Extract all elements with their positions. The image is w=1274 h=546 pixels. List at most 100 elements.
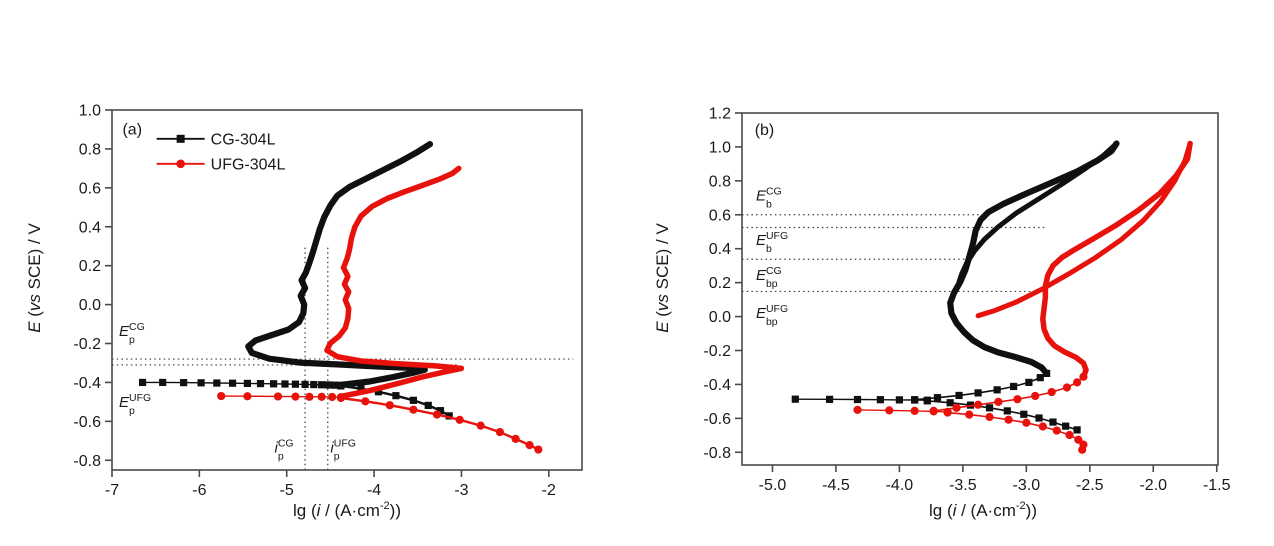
circle-marker — [1047, 387, 1056, 397]
circle-marker — [1065, 430, 1074, 440]
square-marker — [923, 397, 931, 405]
y-tick-label: 1.2 — [709, 106, 731, 123]
circle-marker — [952, 403, 961, 412]
x-tick-label: -6 — [192, 482, 206, 499]
circle-marker — [1073, 378, 1082, 387]
circle-marker — [943, 408, 952, 417]
square-marker — [291, 380, 300, 388]
x-tick-label: -7 — [105, 482, 119, 499]
y-tick-label: 0.2 — [709, 275, 731, 292]
square-marker — [1010, 382, 1018, 391]
series-line-cg-304l-near-ecorr-row — [794, 398, 928, 401]
x-tick-label: -4.5 — [822, 477, 850, 494]
y-tick-label: 1.0 — [709, 139, 731, 156]
x-tick-label: -1.5 — [1203, 477, 1231, 494]
circle-marker — [361, 397, 370, 406]
y-tick-label: -0.4 — [703, 377, 731, 394]
series-line-ufg-304l-anodic-rise — [932, 375, 1085, 412]
square-marker — [180, 379, 188, 387]
square-marker — [853, 395, 862, 404]
circle-marker — [1013, 395, 1022, 404]
square-marker — [213, 379, 221, 387]
panel-tag-b: (b) — [755, 122, 775, 139]
square-marker — [955, 391, 963, 400]
circle-marker — [273, 392, 283, 401]
y-tick-label: -0.2 — [703, 343, 731, 360]
y-tick-label: -0.2 — [73, 336, 101, 353]
square-marker — [1036, 374, 1044, 382]
x-tick-label: -3.5 — [949, 477, 977, 494]
x-tick-label: -2.5 — [1076, 477, 1104, 494]
square-marker — [243, 379, 252, 388]
circle-marker — [994, 397, 1003, 406]
y-tick-label: -0.4 — [73, 375, 101, 392]
square-marker — [1049, 418, 1057, 426]
square-marker — [993, 386, 1001, 394]
plot-frame-a — [111, 109, 583, 471]
y-tick-label: 0.2 — [79, 258, 101, 275]
square-marker — [985, 404, 994, 412]
square-marker — [138, 378, 147, 387]
square-marker — [911, 396, 919, 404]
y-tick-label: 0.4 — [709, 241, 731, 258]
y-tick-label: 0.8 — [79, 141, 101, 158]
x-tick-label: -2.0 — [1139, 477, 1167, 494]
square-marker — [1020, 410, 1028, 418]
circle-marker — [973, 400, 983, 409]
annotation-a-i-p-UFG: iUFG p — [330, 438, 356, 463]
circle-marker — [511, 434, 520, 443]
square-marker — [392, 392, 400, 400]
annotation-b-E-bp-CG: ECG bp — [756, 265, 782, 290]
square-marker — [1003, 407, 1011, 415]
y-tick-label: 0.8 — [709, 173, 731, 190]
x-tick-label: -4.0 — [886, 477, 914, 494]
y-tick-label: 0.6 — [709, 207, 731, 224]
square-marker — [409, 396, 417, 404]
circle-marker — [305, 392, 314, 401]
y-tick-label: -0.6 — [73, 414, 101, 431]
x-axis-label-b: lg (i / (A·cm-2)) — [929, 500, 1037, 520]
square-marker — [1025, 378, 1033, 386]
series-line-ufg-304l-cathodic-tail — [339, 396, 540, 451]
square-marker — [974, 389, 982, 397]
legend-square-marker — [176, 134, 185, 143]
square-marker — [933, 394, 942, 402]
y-axis-label-a: E (vs SCE) / V — [25, 223, 44, 333]
x-tick-label: -2 — [542, 482, 556, 499]
circle-marker — [243, 392, 252, 401]
circle-marker — [985, 412, 994, 422]
circle-marker — [495, 427, 504, 437]
circle-marker — [317, 392, 326, 401]
circle-marker — [965, 410, 974, 419]
annotation-a-E-p-UFG: EUFG p — [119, 392, 151, 417]
square-marker — [876, 396, 884, 404]
square-marker — [895, 396, 903, 404]
square-marker — [436, 407, 445, 415]
circle-marker — [476, 421, 485, 430]
square-marker — [256, 380, 265, 388]
square-marker — [1035, 414, 1043, 422]
series-line-cg-304l-cathodic-tail — [926, 400, 1078, 431]
square-marker — [1062, 422, 1070, 430]
panel-a: -7 -6 -5 -4 -3 -2 1.0 0.8 0.6 0.4 0.2 0.0 -0.2 -0.4 -0… — [25, 103, 583, 520]
square-marker — [228, 379, 237, 387]
circle-marker — [455, 415, 464, 424]
circle-marker — [217, 391, 226, 401]
square-marker — [946, 399, 954, 407]
y-tick-label: -0.8 — [73, 453, 101, 470]
annotation-a-E-p-CG: ECG p — [119, 321, 145, 346]
circle-marker — [291, 392, 300, 401]
circle-marker — [409, 405, 418, 414]
legend-label-CG-304L: CG-304L — [211, 131, 276, 148]
legend-circle-marker — [176, 159, 185, 169]
circle-marker — [1052, 426, 1061, 435]
x-tick-label: -5.0 — [759, 477, 787, 494]
circle-marker — [328, 392, 337, 402]
circle-marker — [525, 440, 534, 450]
square-marker — [331, 381, 339, 389]
panel-b: -5.0 -4.5 -4.0 -3.5 -3.0 -2.5 -2.0 -1.5 1.2 1.0 0.… — [653, 106, 1231, 521]
x-axis-label-a: lg (i / (A·cm-2)) — [293, 500, 401, 520]
square-marker — [270, 380, 278, 388]
x-tick-label: -3.0 — [1013, 477, 1041, 494]
